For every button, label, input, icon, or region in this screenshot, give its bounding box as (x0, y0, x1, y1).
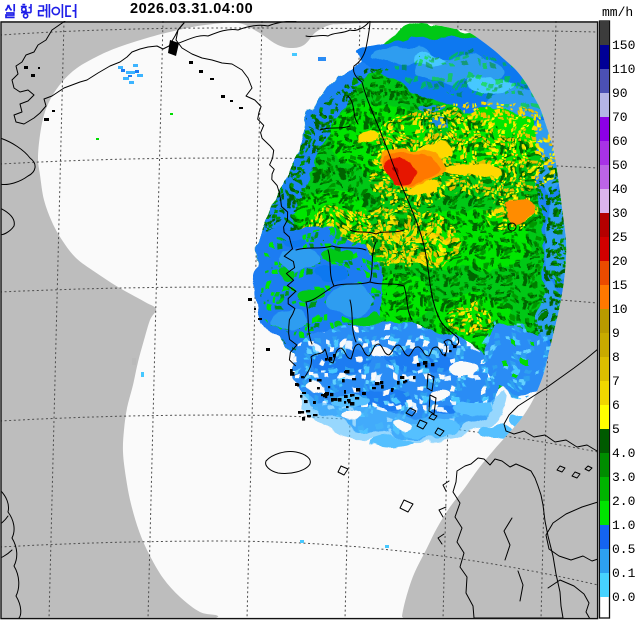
svg-text:60: 60 (612, 134, 628, 149)
svg-text:25: 25 (612, 230, 628, 245)
svg-text:40: 40 (612, 182, 628, 197)
svg-text:150: 150 (612, 38, 635, 53)
svg-text:0.5: 0.5 (612, 542, 635, 557)
svg-text:90: 90 (612, 86, 628, 101)
svg-text:70: 70 (612, 110, 628, 125)
svg-text:6: 6 (612, 398, 620, 413)
svg-text:4.0: 4.0 (612, 446, 635, 461)
svg-text:3.0: 3.0 (612, 470, 635, 485)
svg-text:mm/h: mm/h (602, 5, 633, 20)
svg-text:0.0: 0.0 (612, 590, 635, 605)
svg-text:0.1: 0.1 (612, 566, 635, 581)
svg-text:7: 7 (612, 374, 620, 389)
svg-text:5: 5 (612, 422, 620, 437)
svg-text:30: 30 (612, 206, 628, 221)
svg-text:110: 110 (612, 62, 635, 77)
svg-text:50: 50 (612, 158, 628, 173)
svg-text:15: 15 (612, 278, 628, 293)
svg-text:9: 9 (612, 326, 620, 341)
svg-text:2026.03.31.04:00: 2026.03.31.04:00 (130, 1, 253, 17)
svg-text:20: 20 (612, 254, 628, 269)
svg-text:2.0: 2.0 (612, 494, 635, 509)
svg-text:10: 10 (612, 302, 628, 317)
svg-text:1.0: 1.0 (612, 518, 635, 533)
svg-text:8: 8 (612, 350, 620, 365)
